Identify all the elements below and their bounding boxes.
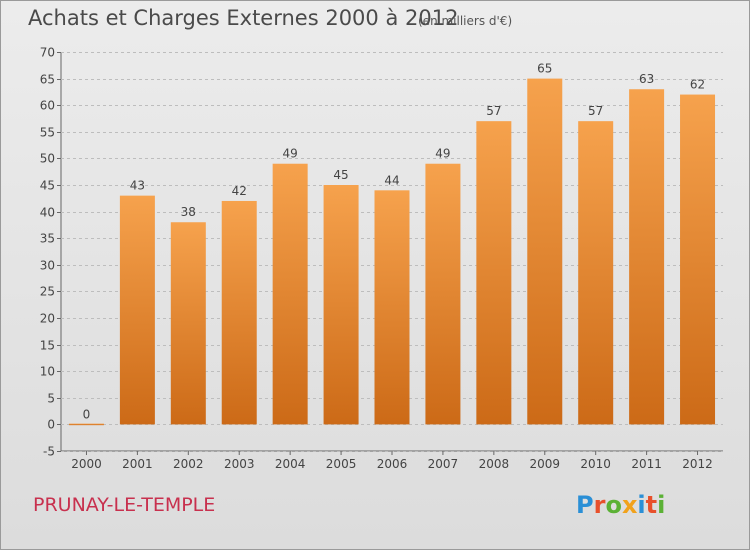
y-tick-label: 65 [40,73,55,87]
bar-value-label: 38 [181,205,196,219]
x-tick-label: 2001 [122,457,153,471]
y-tick-label: 0 [47,418,55,432]
bar-2006 [374,190,410,425]
x-tick-label: 2007 [428,457,459,471]
chart-title: Achats et Charges Externes 2000 à 2012 [28,6,459,30]
bar-value-label: 45 [333,168,348,182]
bar-value-label: 43 [130,179,145,193]
x-tick-label: 2002 [173,457,204,471]
bar-2005 [323,185,359,425]
bar-2001 [119,195,155,425]
bar-2008 [476,121,512,425]
y-tick-label: 35 [40,232,55,246]
bar-value-label: 57 [588,104,603,118]
bar-value-label: 49 [435,147,450,161]
bar-value-label: 0 [83,407,91,421]
place-name: PRUNAY-LE-TEMPLE [33,494,216,516]
bar-value-label: 49 [283,147,298,161]
x-tick-label: 2004 [275,457,306,471]
y-tick-label: 40 [40,206,55,220]
bar-2003 [221,200,257,425]
x-tick-label: 2006 [377,457,408,471]
y-tick-label: 55 [40,126,55,140]
y-tick-label: 5 [47,392,55,406]
y-tick-label: 10 [40,365,55,379]
y-tick-label: 25 [40,285,55,299]
bar-value-label: 63 [639,72,654,86]
bar-2007 [425,163,461,425]
x-tick-label: 2005 [326,457,357,471]
y-tick-label: 50 [40,152,55,166]
bar-value-label: 44 [384,173,399,187]
proxiti-logo: Proxiti [576,491,666,519]
x-tick-label: 2008 [479,457,510,471]
x-tick-label: 2012 [682,457,713,471]
x-tick-label: 2003 [224,457,255,471]
bar-2012 [680,94,716,425]
bar-2010 [578,121,614,425]
y-tick-label: -5 [43,445,55,459]
y-tick-label: 60 [40,99,55,113]
x-tick-label: 2009 [529,457,560,471]
y-tick-label: 30 [40,259,55,273]
x-tick-label: 2011 [631,457,662,471]
bar-2002 [170,222,206,425]
x-tick-label: 2000 [71,457,102,471]
y-tick-label: 15 [40,339,55,353]
bar-value-label: 42 [232,184,247,198]
y-tick-label: 70 [40,46,55,60]
bar-2004 [272,163,308,425]
bar-2000 [68,423,104,426]
bar-value-label: 65 [537,62,552,76]
bar-2009 [527,78,563,425]
y-tick-label: 45 [40,179,55,193]
y-tick-label: 20 [40,312,55,326]
x-tick-label: 2010 [580,457,611,471]
bar-value-label: 62 [690,78,705,92]
chart-unit: (en milliers d'€) [418,14,513,28]
bar-2011 [629,89,665,425]
bar-value-label: 57 [486,104,501,118]
